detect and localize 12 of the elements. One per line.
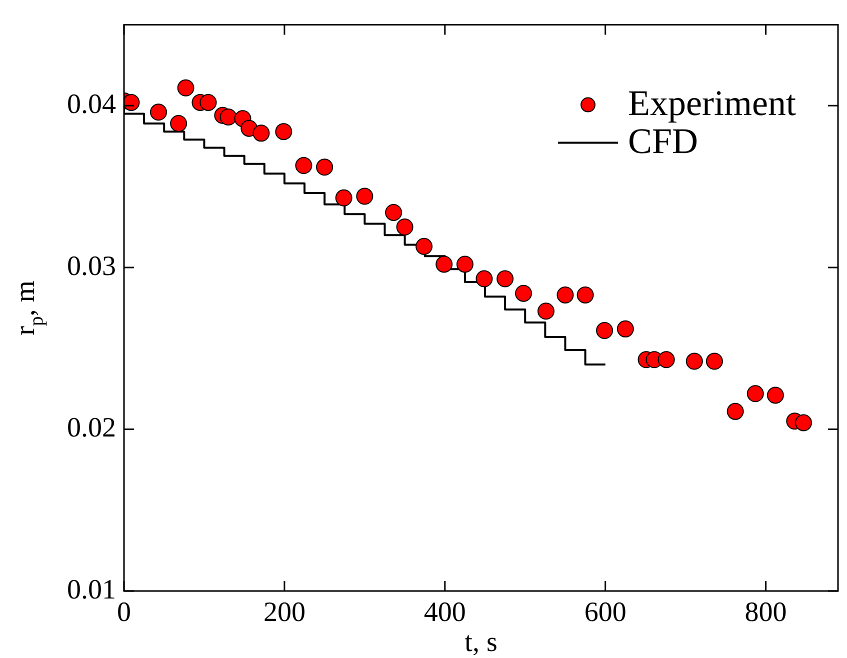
x-axis-title: t, s [464,627,498,658]
x-tick-label: 600 [584,597,626,628]
legend-label: Experiment [628,82,796,123]
x-tick-label: 800 [744,597,787,628]
y-tick-label: 0.03 [67,250,116,282]
y-tick-label: 0.01 [67,574,116,606]
x-tick-label: 0 [117,597,131,628]
y-axis-title: rp, m [10,280,48,336]
x-tick-label: 400 [424,597,466,628]
y-tick-label: 0.04 [67,89,116,120]
x-tick-label: 200 [263,597,306,628]
y-tick-label: 0.02 [67,412,116,444]
